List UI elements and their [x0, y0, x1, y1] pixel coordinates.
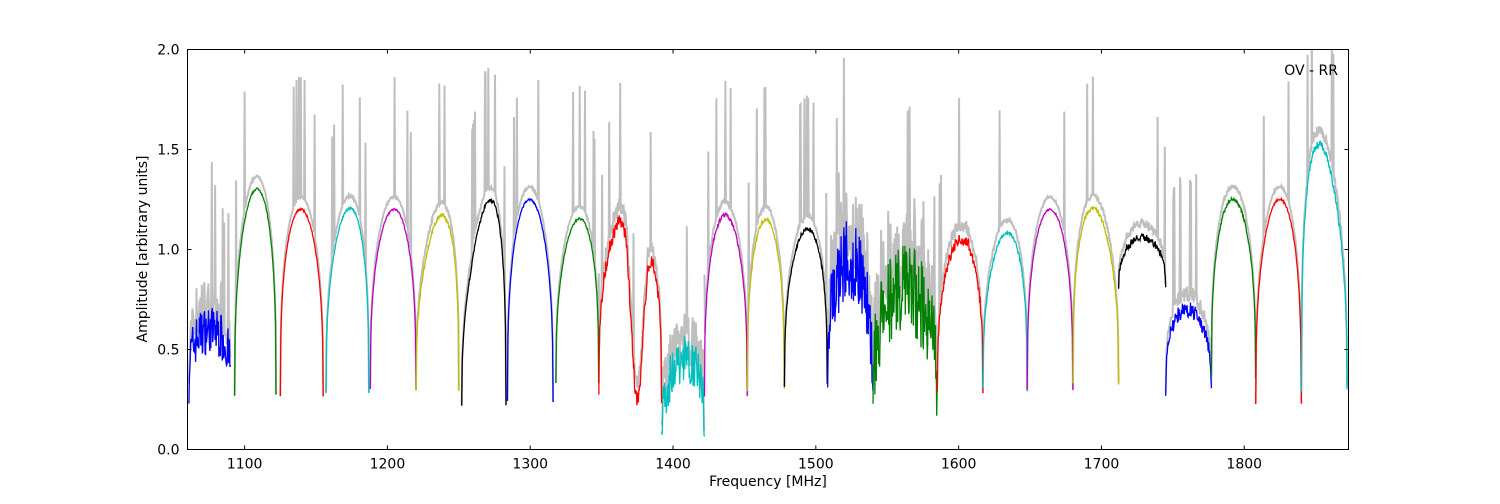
x-tick-label: 1300 [512, 457, 548, 473]
y-axis: 0.0 0.5 1.0 1.5 2.0 [157, 43, 1349, 459]
subband-line-11 [703, 211, 748, 397]
x-tick-label: 1400 [655, 457, 691, 473]
subband-line-17 [982, 230, 1028, 392]
envelope-line-20 [1117, 116, 1167, 288]
x-tick-label: 1600 [941, 457, 977, 473]
subband-line-16 [936, 234, 984, 394]
subband-line-2 [279, 206, 324, 397]
subband-line-22 [1210, 195, 1257, 379]
subband-line-4 [369, 207, 417, 391]
subband-line-9 [598, 215, 663, 406]
envelope-line-9 [597, 82, 663, 397]
subband-line-24 [1300, 140, 1348, 392]
envelope-line-21 [1164, 173, 1213, 393]
envelope-line-15 [872, 106, 939, 381]
y-tick-label: 0.0 [157, 443, 179, 459]
subband-line-20 [1117, 232, 1167, 289]
subband-line-5 [415, 212, 460, 392]
subband-line-13 [783, 226, 828, 387]
subband-line-3 [325, 205, 370, 394]
envelope-line-17 [981, 110, 1029, 391]
envelope-line-19 [1071, 76, 1120, 384]
y-tick-label: 0.5 [157, 343, 179, 359]
subband-line-21 [1165, 302, 1213, 396]
x-tick-label: 1700 [1084, 457, 1120, 473]
x-tick-label: 1500 [798, 457, 834, 473]
y-tick-label: 1.5 [157, 143, 179, 159]
subband-line-10 [660, 336, 706, 437]
envelope-line-12 [746, 86, 786, 390]
subband-line-8 [555, 217, 600, 384]
envelope-line-22 [1210, 184, 1257, 378]
subband-line-0 [188, 307, 231, 404]
envelope-line-23 [1254, 81, 1303, 404]
annotation-label: OV - RR [1284, 63, 1338, 79]
envelope-line-14 [826, 57, 874, 384]
envelope-line-24 [1300, 49, 1349, 389]
envelope-series [187, 49, 1349, 432]
envelope-line-6 [460, 68, 507, 406]
y-tick-label: 1.0 [157, 243, 179, 259]
x-tick-label: 1800 [1226, 457, 1262, 473]
envelope-line-5 [415, 83, 460, 390]
envelope-line-8 [554, 85, 600, 384]
subband-line-23 [1255, 196, 1303, 405]
envelope-line-13 [783, 95, 829, 386]
envelope-line-11 [703, 80, 749, 396]
subband-line-6 [461, 197, 507, 406]
x-axis: 1100 1200 1300 1400 1500 1600 1700 1800 [227, 49, 1262, 473]
x-tick-label: 1200 [370, 457, 406, 473]
envelope-line-7 [506, 80, 555, 403]
envelope-line-4 [369, 76, 417, 390]
envelope-line-18 [1026, 111, 1074, 390]
envelope-line-2 [279, 76, 325, 396]
subband-line-1 [233, 186, 277, 396]
subband-line-18 [1026, 207, 1074, 391]
envelope-line-3 [325, 84, 370, 393]
subband-line-19 [1072, 205, 1120, 385]
y-tick-label: 2.0 [157, 43, 179, 59]
envelope-line-1 [233, 91, 277, 396]
series-layer [188, 140, 1348, 437]
envelope-line-16 [936, 98, 984, 393]
subband-line-15 [872, 245, 938, 416]
x-tick-label: 1100 [227, 457, 263, 473]
x-axis-label: Frequency [MHz] [709, 474, 827, 490]
y-axis-label: Amplitude [arbitrary units] [135, 156, 151, 343]
subband-line-14 [826, 221, 874, 392]
subband-line-12 [746, 216, 786, 392]
subband-line-7 [506, 197, 554, 403]
